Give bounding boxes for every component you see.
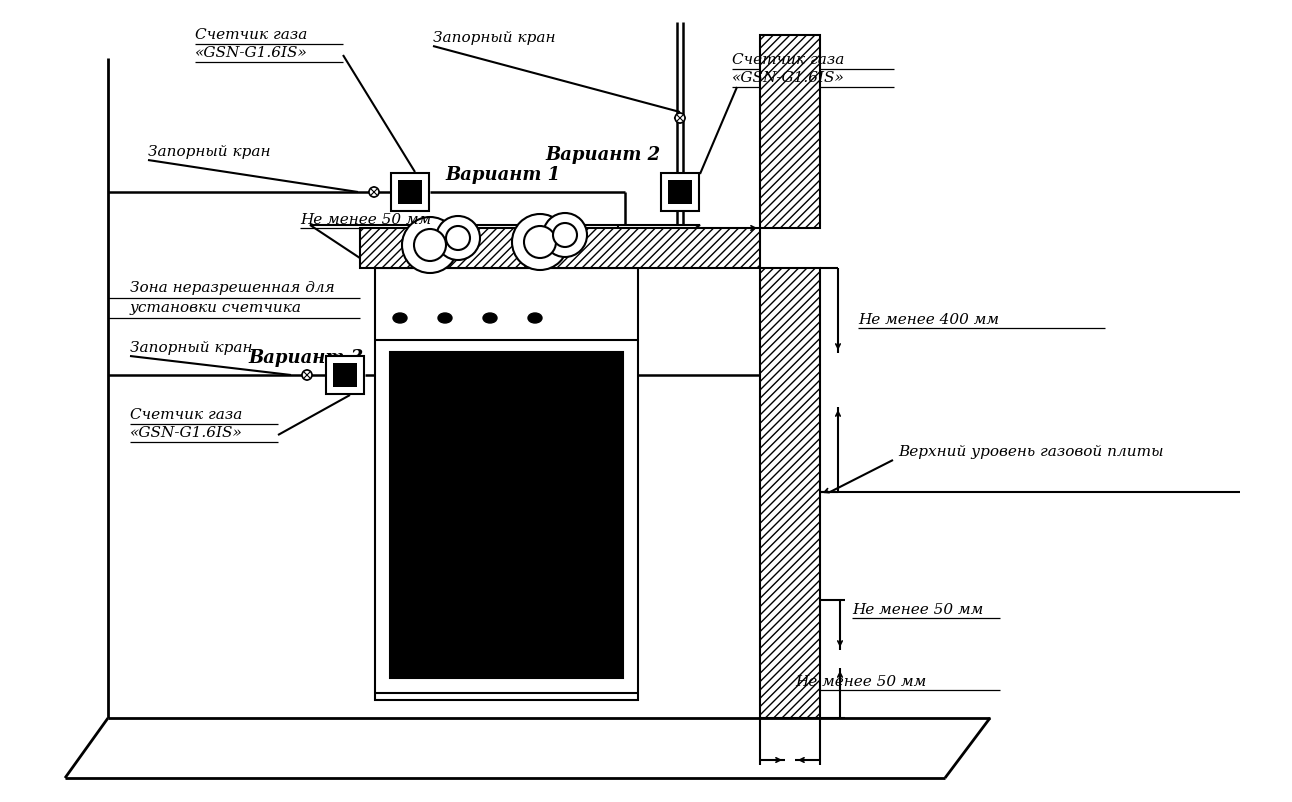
Bar <box>398 180 422 204</box>
Bar <box>668 180 693 204</box>
Text: Счетчик газа: Счетчик газа <box>130 408 243 422</box>
Text: Вариант 2: Вариант 2 <box>545 146 660 164</box>
Circle shape <box>402 217 457 273</box>
Ellipse shape <box>393 313 407 323</box>
Text: Запорный кран: Запорный кран <box>433 31 556 45</box>
Bar <box>662 173 699 211</box>
Text: Не менее 50 мм: Не менее 50 мм <box>795 675 926 689</box>
Text: «GSN-G1.6IS»: «GSN-G1.6IS» <box>733 71 845 85</box>
Ellipse shape <box>528 313 543 323</box>
Bar <box>333 363 357 387</box>
Text: Вариант 1: Вариант 1 <box>444 166 561 184</box>
Ellipse shape <box>438 313 452 323</box>
Text: Вариант 3: Вариант 3 <box>248 349 363 367</box>
Bar <box>360 228 760 268</box>
Bar <box>391 173 429 211</box>
Text: Не менее 50 мм: Не менее 50 мм <box>300 213 432 227</box>
Circle shape <box>512 214 568 270</box>
Text: Запорный кран: Запорный кран <box>149 145 270 159</box>
Text: Не менее 50 мм: Не менее 50 мм <box>851 603 983 617</box>
Circle shape <box>446 226 470 250</box>
Circle shape <box>525 226 556 258</box>
Bar <box>375 268 638 700</box>
Circle shape <box>370 187 379 197</box>
Text: «GSN-G1.6IS»: «GSN-G1.6IS» <box>195 46 307 60</box>
Circle shape <box>543 213 587 257</box>
Text: Не менее 400 мм: Не менее 400 мм <box>858 313 999 327</box>
Circle shape <box>674 113 685 123</box>
Text: Зона неразрешенная для: Зона неразрешенная для <box>130 281 335 295</box>
Text: Верхний уровень газовой плиты: Верхний уровень газовой плиты <box>898 445 1164 459</box>
Text: Счетчик газа: Счетчик газа <box>195 28 307 42</box>
Circle shape <box>553 223 578 247</box>
Bar <box>390 352 623 678</box>
Text: «GSN-G1.6IS»: «GSN-G1.6IS» <box>130 426 243 440</box>
Circle shape <box>413 229 446 261</box>
Bar <box>760 35 820 228</box>
Circle shape <box>302 370 311 380</box>
Text: Запорный кран: Запорный кран <box>130 341 252 355</box>
Text: Счетчик газа: Счетчик газа <box>733 53 845 67</box>
Polygon shape <box>310 225 700 268</box>
Circle shape <box>435 216 481 260</box>
Bar <box>760 268 820 718</box>
Bar <box>326 356 364 394</box>
Text: установки счетчика: установки счетчика <box>130 301 302 315</box>
Ellipse shape <box>483 313 497 323</box>
